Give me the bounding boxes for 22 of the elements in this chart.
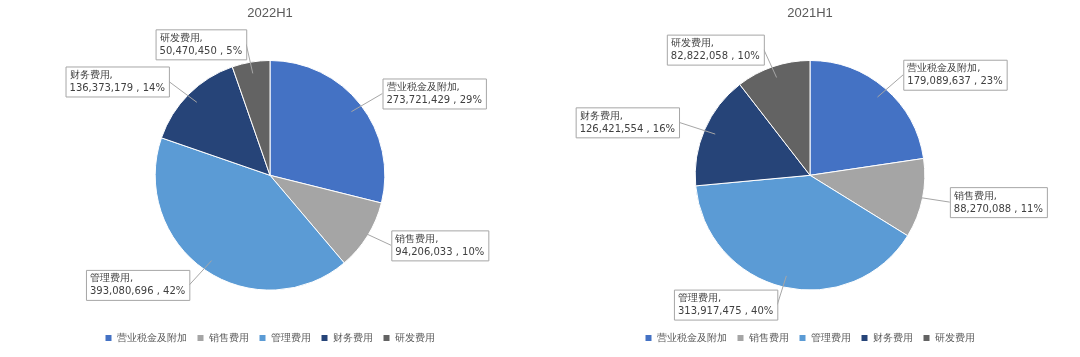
chart-title: 2022H1 bbox=[247, 5, 293, 21]
data-label: 财务费用, 126,421,554 , 16% bbox=[579, 109, 676, 134]
data-label: 管理费用, 313,917,475 , 40% bbox=[677, 292, 774, 317]
data-label: 财务费用, 136,373,179 , 14% bbox=[69, 69, 165, 94]
data-label: 研发费用, 82,822,058 , 10% bbox=[670, 37, 760, 62]
legend-label: 研发费用 bbox=[395, 331, 435, 343]
legend-label: 财务费用 bbox=[873, 331, 913, 343]
data-label: 销售费用, 94,206,033 , 10% bbox=[394, 232, 485, 257]
chart-title: 2021H1 bbox=[787, 5, 833, 21]
legend-label: 销售费用 bbox=[208, 331, 249, 343]
legend-label: 管理费用 bbox=[271, 331, 311, 343]
legend-label: 财务费用 bbox=[333, 331, 373, 343]
legend-label: 研发费用 bbox=[935, 331, 975, 343]
legend-label: 营业税金及附加 bbox=[657, 331, 727, 343]
data-label: 营业税金及附加, 179,089,637 , 23% bbox=[907, 62, 1003, 87]
data-label: 管理费用, 393,080,696 , 42% bbox=[89, 272, 186, 297]
data-label: 销售费用, 88,270,088 , 11% bbox=[952, 189, 1043, 214]
legend-label: 销售费用 bbox=[748, 331, 789, 343]
data-label: 研发费用, 50,470,450 , 5% bbox=[159, 31, 243, 56]
legend-label: 管理费用 bbox=[811, 331, 851, 343]
legend-label: 营业税金及附加 bbox=[117, 331, 187, 343]
data-label: 营业税金及附加, 273,721,429 , 29% bbox=[386, 81, 482, 106]
